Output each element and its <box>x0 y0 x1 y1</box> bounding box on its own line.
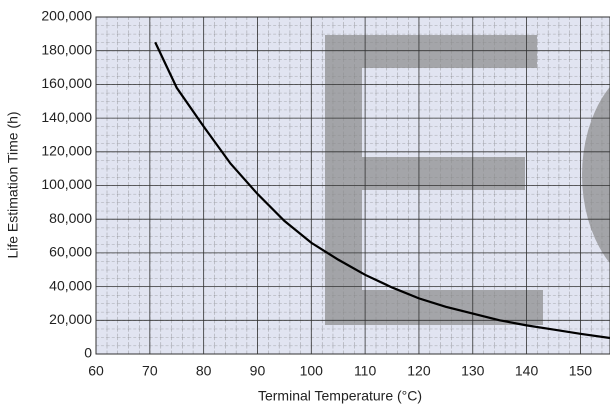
x-tick-label: 60 <box>88 363 104 379</box>
y-tick-label: 180,000 <box>41 41 92 57</box>
x-tick-label: 90 <box>250 363 266 379</box>
x-tick-label: 70 <box>142 363 158 379</box>
x-tick-label: 100 <box>300 363 324 379</box>
y-tick-label: 60,000 <box>49 244 92 260</box>
y-tick-label: 0 <box>84 345 92 361</box>
y-tick-label: 160,000 <box>41 75 92 91</box>
line <box>154 41 610 340</box>
y-tick-label: 80,000 <box>49 210 92 226</box>
x-tick-label: 80 <box>196 363 212 379</box>
y-tick-label: 20,000 <box>49 311 92 327</box>
x-tick-label: 140 <box>515 363 539 379</box>
y-tick-label: 200,000 <box>41 8 92 24</box>
x-tick-label: 130 <box>461 363 485 379</box>
x-axis-label: Terminal Temperature (°C) <box>258 388 422 404</box>
y-tick-label: 40,000 <box>49 277 92 293</box>
x-tick-label: 110 <box>354 363 377 379</box>
y-axis-label: Life Estimation Time (h) <box>5 111 21 258</box>
y-tick-label: 100,000 <box>41 176 92 192</box>
y-tick-label: 120,000 <box>41 143 92 159</box>
y-tick-label: 140,000 <box>41 109 92 125</box>
x-tick-label: 150 <box>569 363 593 379</box>
x-tick-label: 120 <box>407 363 431 379</box>
